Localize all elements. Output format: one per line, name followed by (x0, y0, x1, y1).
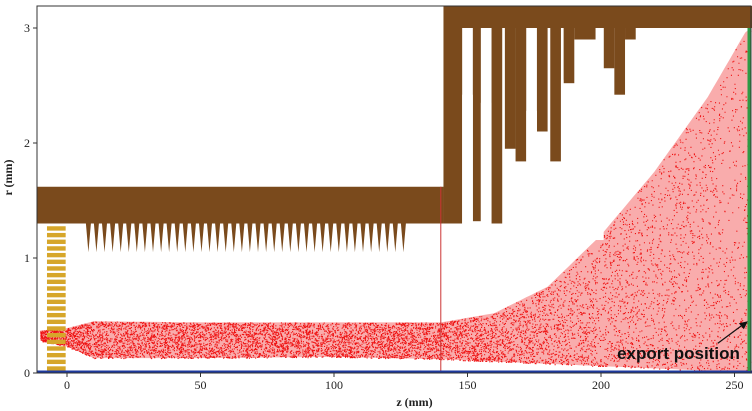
annotation-arrow (717, 322, 746, 344)
source-segment (46, 326, 66, 331)
plot-frame (36, 5, 752, 374)
y-tick-label: 2 (24, 136, 30, 150)
axes: 0 50 100 150 200 250 0 1 2 3 z (mm) r (mm) (1, 5, 752, 409)
x-tick-label: 50 (195, 378, 207, 392)
source-segment (46, 306, 66, 311)
x-tick-label: 0 (64, 378, 70, 392)
electrode-block (491, 28, 503, 224)
source-segment (46, 286, 66, 291)
electrode-block (536, 28, 548, 132)
electrode-block (563, 28, 575, 84)
source-segment (46, 239, 66, 244)
source-segment (46, 252, 66, 258)
electrode-block (603, 28, 615, 69)
source-segment (46, 299, 66, 304)
electrode-block (443, 28, 463, 224)
electrode-gap (595, 28, 604, 240)
particle-points (40, 30, 752, 372)
y-tick-label: 3 (24, 21, 30, 35)
source-segment (46, 232, 66, 238)
electrode-block (625, 28, 636, 40)
y-tick-label: 0 (24, 366, 30, 380)
source-segment (46, 339, 66, 345)
electrode-gap (526, 110, 537, 240)
x-tick-label: 100 (325, 378, 343, 392)
x-tick-label: 150 (459, 378, 477, 392)
source-segment (46, 359, 66, 365)
electrode-block (550, 28, 561, 162)
x-tick-label: 200 (592, 378, 610, 392)
ion-source (46, 226, 66, 371)
electrode-plate (37, 186, 444, 224)
source-segment (46, 352, 66, 358)
reference-lines (37, 28, 752, 374)
x-tick-label: 250 (726, 378, 744, 392)
electrode-gap (462, 94, 473, 240)
annotations: export position (617, 321, 748, 363)
source-segment (46, 246, 66, 251)
particle-density (40, 28, 751, 373)
source-segment (46, 332, 66, 338)
source-segment (46, 259, 66, 264)
electrode-block (472, 28, 481, 222)
source-segment (46, 279, 66, 284)
electrode-gap (480, 102, 492, 240)
y-tick-label: 1 (24, 251, 30, 265)
source-segment (46, 266, 66, 271)
source-segment (46, 319, 66, 325)
electrode-housing (443, 6, 752, 28)
source-segment (46, 272, 66, 278)
source-segment (46, 226, 66, 231)
source-segment (46, 292, 66, 298)
source-segment (46, 366, 66, 371)
y-axis-title: r (mm) (1, 159, 15, 195)
electrode-structure (37, 6, 752, 253)
source-segment (46, 312, 66, 318)
electrode-block (515, 28, 527, 162)
x-axis-title: z (mm) (396, 395, 432, 409)
source-segment (46, 346, 66, 351)
particle-cloud (40, 28, 752, 373)
electrode-block (574, 28, 596, 40)
electrode-gap (560, 79, 564, 240)
annotation-export-position: export position (617, 344, 740, 363)
annotation-arrowhead (738, 321, 748, 330)
electrode-block (614, 28, 626, 95)
electrode-block (504, 28, 516, 149)
